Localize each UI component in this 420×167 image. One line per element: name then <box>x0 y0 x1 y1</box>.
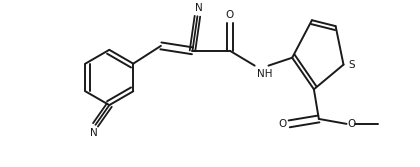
Text: N: N <box>194 3 202 13</box>
Text: NH: NH <box>257 69 272 79</box>
Text: O: O <box>226 10 234 20</box>
Text: O: O <box>278 119 286 129</box>
Text: N: N <box>89 128 97 138</box>
Text: S: S <box>349 60 355 70</box>
Text: O: O <box>347 119 356 129</box>
